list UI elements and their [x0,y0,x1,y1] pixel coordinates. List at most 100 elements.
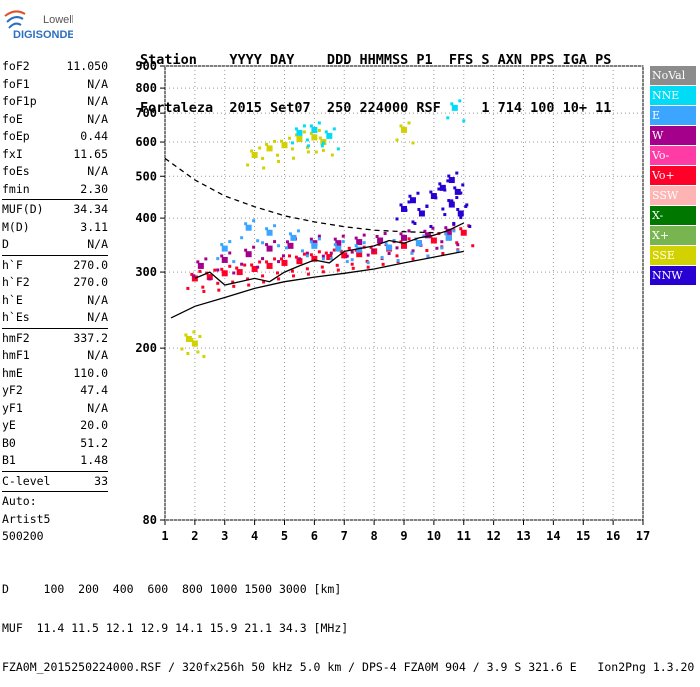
data-point-vo [459,227,463,231]
data-point-sse [306,150,310,154]
data-point-e [290,234,297,241]
data-point-e [296,229,300,233]
data-point-nnw [425,204,429,208]
param-name: B1 [2,453,16,467]
legend-item-vo: Vo+ [650,166,696,185]
param-name: foEs [2,164,30,178]
data-point-w [245,251,252,258]
data-point-e [444,232,448,236]
data-point-e [321,257,325,261]
data-point-w [256,265,260,269]
data-point-sse [311,134,318,141]
data-point-nnw [448,177,455,184]
data-point-nnw [399,203,403,207]
data-point-sse [251,151,258,158]
data-point-nnw [416,191,420,195]
data-point-nne [458,99,462,103]
data-point-vo [399,240,403,244]
data-point-w [266,245,273,252]
data-point-e [380,255,384,259]
data-point-nnw [456,207,460,211]
data-point-nnw [434,196,438,200]
param-name: hmE [2,365,23,380]
data-point-w [265,243,269,247]
param-row: M(D) 3.11 [2,219,108,237]
data-point-w [435,246,439,250]
scaled-parameters-panel: foF2 11.050 foF1 N/A foF1p N/A foE N/A foEp 0.44 f… [2,58,108,546]
data-point-w [240,262,244,266]
y-tick-label: 800 [135,81,157,95]
data-point-e [221,245,228,252]
data-point-vo [201,285,205,289]
data-point-vo [261,274,265,278]
data-point-vo [425,248,429,252]
footer-muf-row: MUF 11.4 11.5 12.1 12.9 14.1 15.9 21.1 3… [2,621,349,635]
data-point-vo [213,268,217,272]
data-point-nnw [447,199,451,203]
data-point-vo [288,254,291,258]
param-value: 11.65 [73,146,108,161]
data-point-vo [401,242,407,249]
param-name: 500200 [2,529,44,543]
curve-profile [170,250,464,319]
data-point-nne [450,102,454,106]
legend-item-noval: NoVal [650,66,696,85]
param-value: 270.0 [73,257,108,272]
data-point-w [285,240,289,244]
data-point-nnw [417,207,421,211]
data-point-vo [460,229,467,236]
data-point-vo [246,277,250,281]
footer-info: D 100 200 400 600 800 1000 1500 3000 [km… [2,557,694,687]
param-value: 51.2 [80,435,108,450]
data-point-nne [326,132,333,139]
data-point-w [244,248,248,252]
data-point-sse [258,146,262,150]
data-point-sse [190,337,194,341]
data-point-vo [191,275,198,282]
data-point-vo [228,264,232,268]
data-point-nnw [401,205,407,212]
data-point-vo [280,257,283,261]
param-row: B1 1.48 [2,452,108,470]
x-tick-label: 15 [576,529,590,543]
data-point-vo [336,268,340,272]
data-point-sse [321,148,325,152]
data-point-w [329,251,333,255]
data-point-e [445,234,452,241]
data-point-vo [350,262,354,266]
param-value: 337.2 [73,330,108,345]
data-point-nnw [404,208,408,212]
data-point-w [333,237,337,241]
y-tick-label: 600 [135,135,157,149]
data-point-nnw [446,179,450,183]
data-point-e [252,219,256,223]
legend-item-nne: NNE [650,86,696,105]
data-point-w [424,232,431,239]
data-point-w [220,254,224,258]
data-point-nne [290,141,294,145]
param-value: 3.11 [80,219,108,234]
legend-item-x: X- [650,206,696,225]
data-point-w [345,254,349,258]
data-point-vo [324,251,328,255]
data-point-w [197,262,204,269]
data-point-w [444,226,448,230]
param-value: N/A [87,111,108,126]
data-point-vo [309,253,313,257]
data-point-w [273,240,277,244]
data-point-sse [277,159,281,163]
param-value: 1.48 [80,453,108,467]
data-point-nnw [429,190,433,194]
data-point-sse [399,124,403,128]
data-point-vo [305,267,309,271]
data-point-w [377,237,384,244]
data-point-nnw [443,213,447,217]
data-point-e [456,249,460,253]
data-point-vo [407,237,411,241]
data-point-vo [273,257,277,261]
data-point-sse [261,156,265,160]
data-point-nnw [459,216,463,220]
param-name: h`F2 [2,275,30,289]
x-tick-label: 3 [221,529,228,543]
polarization-legend: NoVal NNE E W Vo- Vo+ SSW X- X+ SSE NNW [650,66,696,286]
